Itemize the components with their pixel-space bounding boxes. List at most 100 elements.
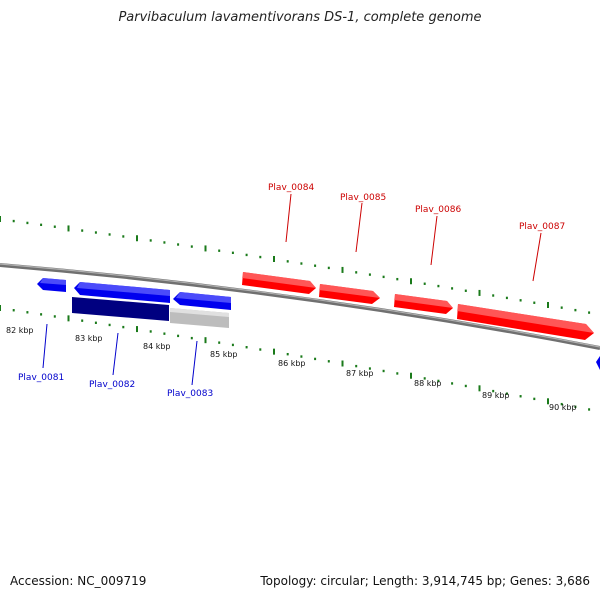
minor-tick xyxy=(396,372,399,375)
lower-tick-track xyxy=(0,305,591,411)
minor-tick xyxy=(505,296,508,300)
major-tick xyxy=(204,337,207,344)
upper-tick-track xyxy=(0,216,591,314)
major-tick xyxy=(0,305,1,311)
minor-tick xyxy=(190,245,193,248)
accession-text: Accession: NC_009719 xyxy=(10,574,147,588)
gene-partial-right[interactable] xyxy=(596,356,600,370)
minor-tick xyxy=(108,233,111,236)
major-tick xyxy=(478,289,481,296)
ruler-label-90: 90 kbp xyxy=(549,403,577,412)
gene-plav-0086[interactable] xyxy=(394,294,453,314)
gene-plav-0081[interactable] xyxy=(37,278,66,292)
leader-plav-0086 xyxy=(430,215,438,266)
minor-tick xyxy=(368,367,371,370)
leader-plav-0082 xyxy=(112,332,119,376)
ruler-label-87: 87 kbp xyxy=(346,369,374,378)
minor-tick xyxy=(245,253,248,257)
minor-tick xyxy=(259,348,262,351)
major-tick xyxy=(273,255,275,262)
minor-tick xyxy=(108,323,111,327)
minor-tick xyxy=(218,341,221,344)
ruler-label-82: 82 kbp xyxy=(6,326,34,335)
minor-tick xyxy=(231,343,234,347)
minor-tick xyxy=(259,255,262,259)
minor-tick xyxy=(533,397,536,401)
major-tick xyxy=(67,225,70,232)
minor-tick xyxy=(437,379,440,383)
label-plav-0084[interactable]: Plav_0084 xyxy=(268,183,314,193)
minor-tick xyxy=(327,266,330,270)
minor-tick xyxy=(451,382,454,385)
minor-tick xyxy=(437,284,440,288)
gene-plav-0087[interactable] xyxy=(457,304,594,340)
major-tick xyxy=(136,235,138,242)
minor-tick xyxy=(588,408,591,411)
minor-tick xyxy=(122,325,125,329)
minor-tick xyxy=(163,241,166,244)
label-plav-0083[interactable]: Plav_0083 xyxy=(167,389,213,399)
minor-tick xyxy=(26,221,29,225)
leader-plav-0087 xyxy=(532,232,542,282)
minor-tick xyxy=(464,289,467,292)
minor-tick xyxy=(149,239,152,242)
minor-tick xyxy=(314,264,317,267)
minor-tick xyxy=(327,360,330,363)
gene-plav-0085[interactable] xyxy=(319,284,380,304)
gene-plav-0083[interactable] xyxy=(173,292,231,310)
minor-tick xyxy=(218,249,221,252)
minor-tick xyxy=(533,301,536,304)
minor-tick xyxy=(190,336,193,340)
minor-tick xyxy=(286,352,289,356)
major-tick xyxy=(410,372,412,379)
major-tick xyxy=(341,360,344,367)
minor-tick xyxy=(231,251,234,255)
genome-stats-text: Topology: circular; Length: 3,914,745 bp… xyxy=(260,574,590,588)
selected-region-dark[interactable] xyxy=(72,297,169,321)
minor-tick xyxy=(492,389,495,393)
gene-plav-0084[interactable] xyxy=(242,272,316,294)
minor-tick xyxy=(245,346,248,349)
minor-tick xyxy=(300,355,303,358)
minor-tick xyxy=(177,243,180,246)
minor-tick xyxy=(163,332,166,335)
major-tick xyxy=(0,216,1,222)
minor-tick xyxy=(355,271,358,274)
minor-tick xyxy=(560,306,563,309)
major-tick xyxy=(136,326,138,333)
leader-plav-0085 xyxy=(355,202,363,253)
leader-plav-0081 xyxy=(42,323,48,369)
label-plav-0086[interactable]: Plav_0086 xyxy=(415,205,461,215)
minor-tick xyxy=(12,309,15,312)
minor-tick xyxy=(423,377,426,380)
major-tick xyxy=(341,266,344,273)
minor-tick xyxy=(382,369,385,373)
label-plav-0081[interactable]: Plav_0081 xyxy=(18,373,64,383)
minor-tick xyxy=(53,225,56,228)
ruler-label-84: 84 kbp xyxy=(143,342,171,351)
label-plav-0082[interactable]: Plav_0082 xyxy=(89,380,135,390)
minor-tick xyxy=(40,223,43,227)
major-tick xyxy=(410,278,412,285)
minor-tick xyxy=(574,405,577,408)
minor-tick xyxy=(560,402,563,406)
minor-tick xyxy=(12,219,15,223)
minor-tick xyxy=(81,319,84,322)
minor-tick xyxy=(286,260,289,263)
major-tick xyxy=(204,245,207,252)
label-plav-0085[interactable]: Plav_0085 xyxy=(340,193,386,203)
leader-plav-0083 xyxy=(191,340,198,386)
minor-tick xyxy=(26,311,29,314)
gene-plav-0082[interactable] xyxy=(74,282,170,303)
minor-tick xyxy=(588,311,591,314)
minor-tick xyxy=(149,330,152,333)
minor-tick xyxy=(368,273,371,276)
major-tick xyxy=(273,348,275,355)
minor-tick xyxy=(314,357,317,361)
minor-tick xyxy=(396,277,399,281)
selected-region-grey-highlight xyxy=(170,308,229,317)
label-plav-0087[interactable]: Plav_0087 xyxy=(519,222,565,232)
major-tick xyxy=(547,301,549,308)
